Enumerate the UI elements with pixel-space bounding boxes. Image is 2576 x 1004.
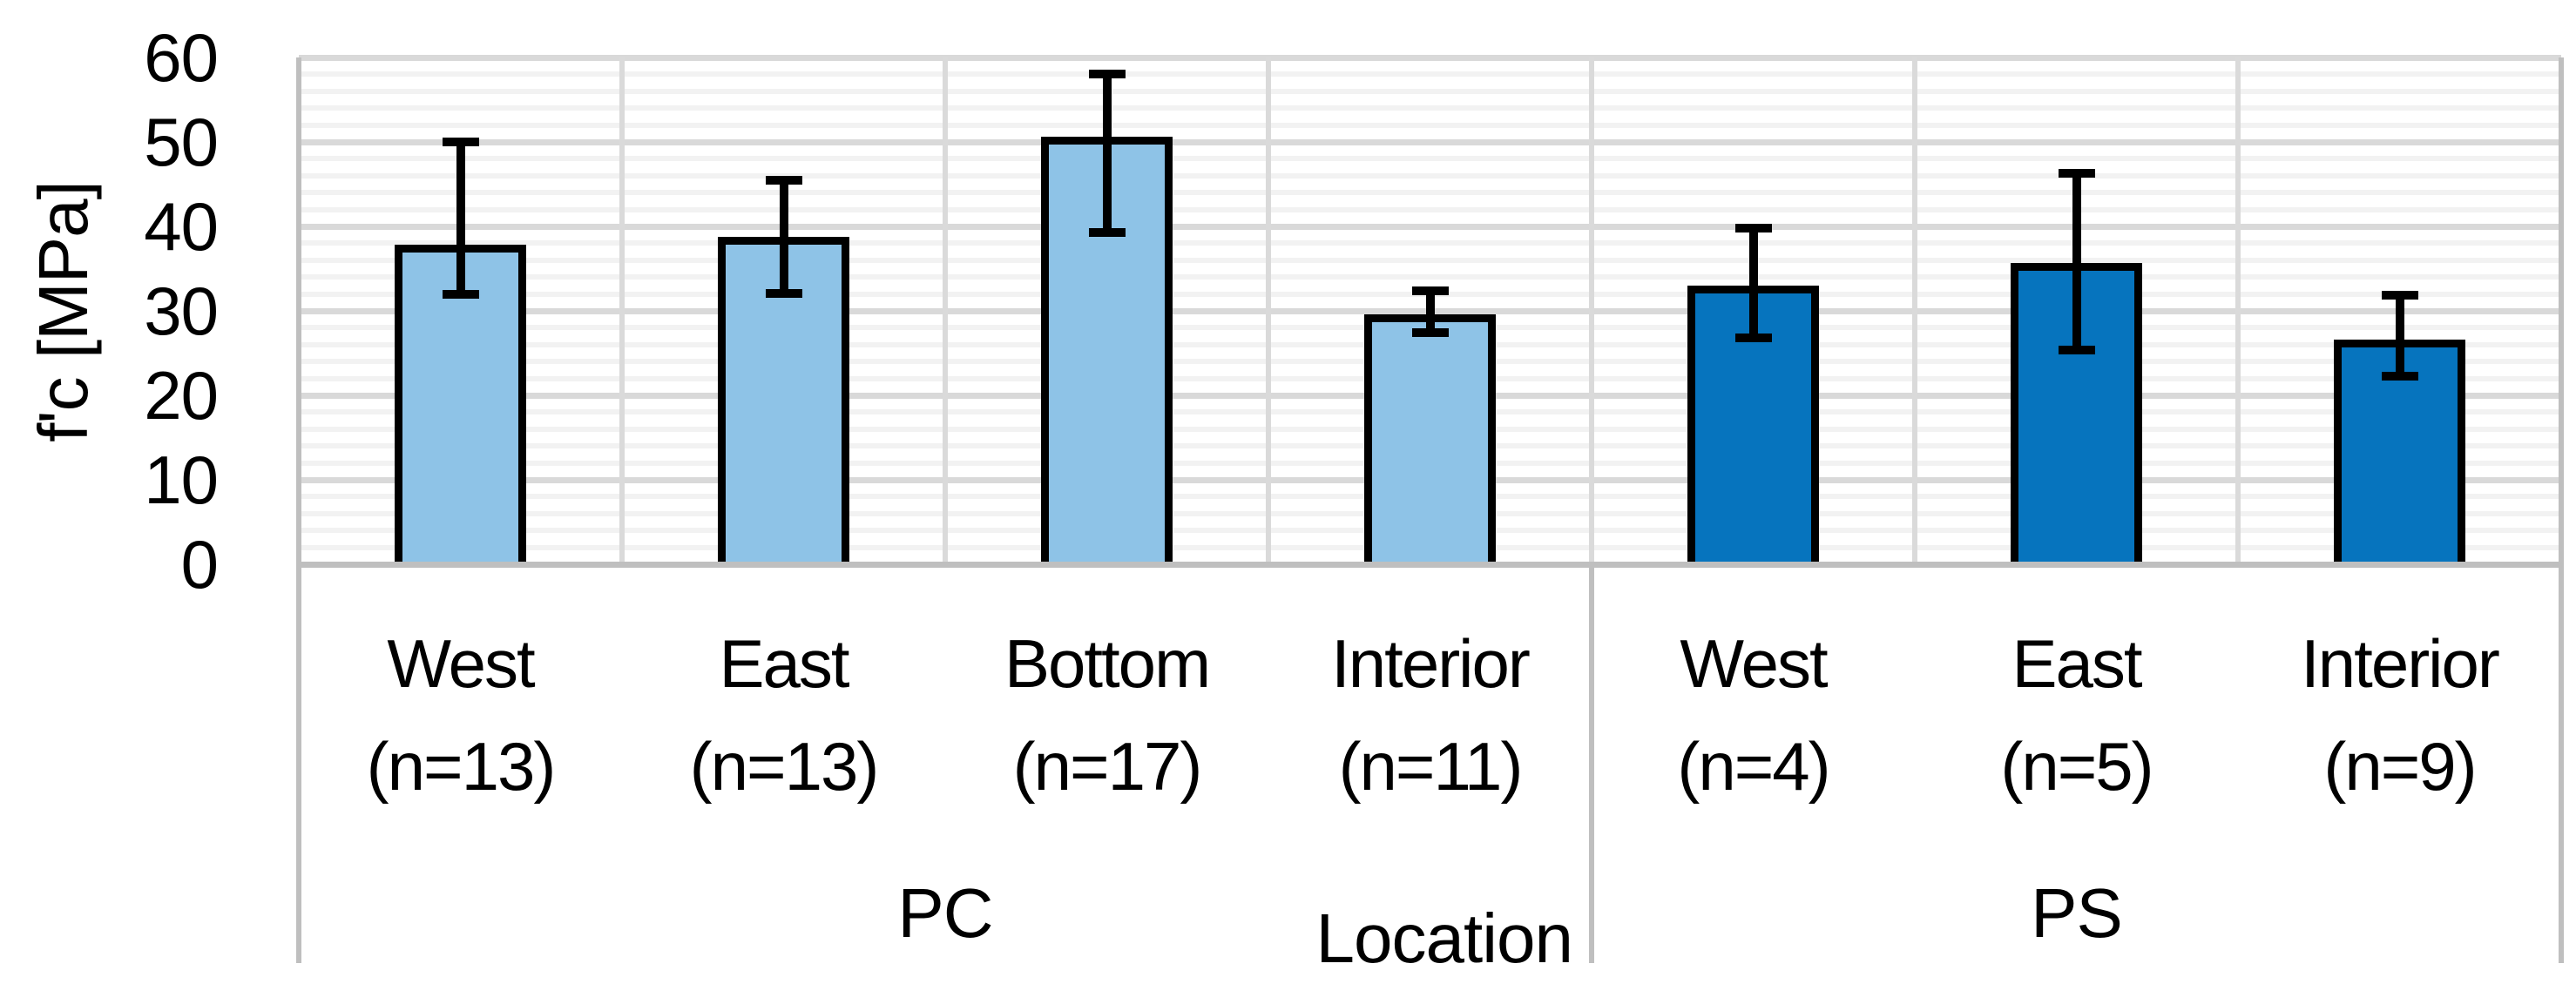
- error-bar-cap-top-pc-east: [765, 175, 802, 185]
- y-tick-label: 20: [144, 357, 219, 434]
- category-label-n: (n=5): [2000, 728, 2153, 805]
- plot-left-border: [296, 57, 301, 963]
- error-bar-cap-top-pc-bottom: [1088, 70, 1126, 79]
- gridline-minor: [299, 206, 2561, 212]
- gridline-minor: [299, 190, 2561, 196]
- gridline-minor: [299, 71, 2561, 77]
- error-bar-cap-top-pc-west: [442, 138, 479, 146]
- category-separator-line: [943, 57, 948, 564]
- category-separator-line: [2235, 57, 2241, 564]
- y-tick-label: 10: [144, 441, 219, 518]
- error-bar-cap-top-ps-east: [2058, 168, 2095, 178]
- group-divider-line: [1589, 564, 1594, 963]
- error-bar-cap-bottom-pc-west: [442, 289, 479, 299]
- gridline-minor: [299, 156, 2561, 162]
- error-bar-cap-bottom-ps-interior: [2381, 371, 2418, 381]
- y-tick-label: 40: [144, 188, 219, 265]
- error-bar-cap-bottom-pc-bottom: [1088, 227, 1126, 237]
- x-axis-line: [296, 562, 2564, 568]
- error-bar-line-ps-interior: [2395, 294, 2404, 376]
- x-axis-title: Location: [1315, 900, 1573, 977]
- category-label-name: Bottom: [1004, 625, 1211, 702]
- category-label-n: (n=11): [1338, 728, 1524, 805]
- gridline-minor: [299, 105, 2561, 111]
- error-bar-line-pc-interior: [1425, 290, 1435, 334]
- group-label-pc: PC: [897, 874, 993, 952]
- group-label-ps: PS: [2031, 874, 2123, 952]
- y-tick-label: 0: [180, 526, 219, 603]
- category-label-name: West: [387, 625, 535, 702]
- category-label-name: East: [2011, 625, 2142, 702]
- error-bar-cap-bottom-pc-interior: [1411, 328, 1449, 338]
- error-bar-cap-top-pc-interior: [1411, 286, 1449, 295]
- category-label-n: (n=17): [1012, 728, 1203, 805]
- plot-area: [299, 55, 2561, 564]
- error-bar-cap-bottom-pc-east: [765, 288, 802, 298]
- category-label-n: (n=13): [689, 728, 880, 805]
- gridline-minor: [299, 240, 2561, 246]
- error-bar-line-pc-bottom: [1102, 74, 1112, 232]
- error-bar-cap-top-ps-interior: [2381, 290, 2418, 300]
- gridline-minor: [299, 274, 2561, 280]
- error-bar-line-ps-west: [1748, 227, 1758, 339]
- error-bar-line-ps-east: [2072, 172, 2081, 350]
- y-tick-label: 50: [144, 104, 219, 180]
- category-separator-line: [619, 57, 625, 564]
- plot-right-border: [2559, 57, 2564, 963]
- y-tick-label: 30: [144, 273, 219, 349]
- bar-pc-interior: [1364, 313, 1496, 564]
- category-label-n: (n=13): [366, 728, 557, 805]
- category-label-name: Interior: [2301, 625, 2500, 702]
- gridline-minor: [299, 122, 2561, 128]
- category-label-name: West: [1680, 625, 1828, 702]
- category-label-n: (n=9): [2323, 728, 2477, 805]
- category-separator-line: [1266, 57, 1271, 564]
- error-bar-line-pc-east: [779, 179, 788, 293]
- y-tick-label: 60: [144, 19, 219, 96]
- gridline-minor: [299, 257, 2561, 263]
- category-label-n: (n=4): [1677, 728, 1830, 805]
- category-label-name: Interior: [1331, 625, 1531, 702]
- error-bar-cap-bottom-ps-east: [2058, 345, 2095, 354]
- gridline-major: [299, 139, 2561, 145]
- gridline-minor: [299, 172, 2561, 179]
- category-separator-line: [1589, 57, 1594, 564]
- gridline-minor: [299, 88, 2561, 94]
- category-label-name: East: [719, 625, 849, 702]
- error-bar-cap-bottom-ps-west: [1734, 334, 1772, 343]
- gridline-major: [299, 224, 2561, 230]
- error-bar-cap-top-ps-west: [1734, 223, 1772, 232]
- error-bar-line-pc-west: [456, 142, 465, 294]
- gridline-major: [299, 55, 2561, 61]
- category-separator-line: [1912, 57, 1917, 564]
